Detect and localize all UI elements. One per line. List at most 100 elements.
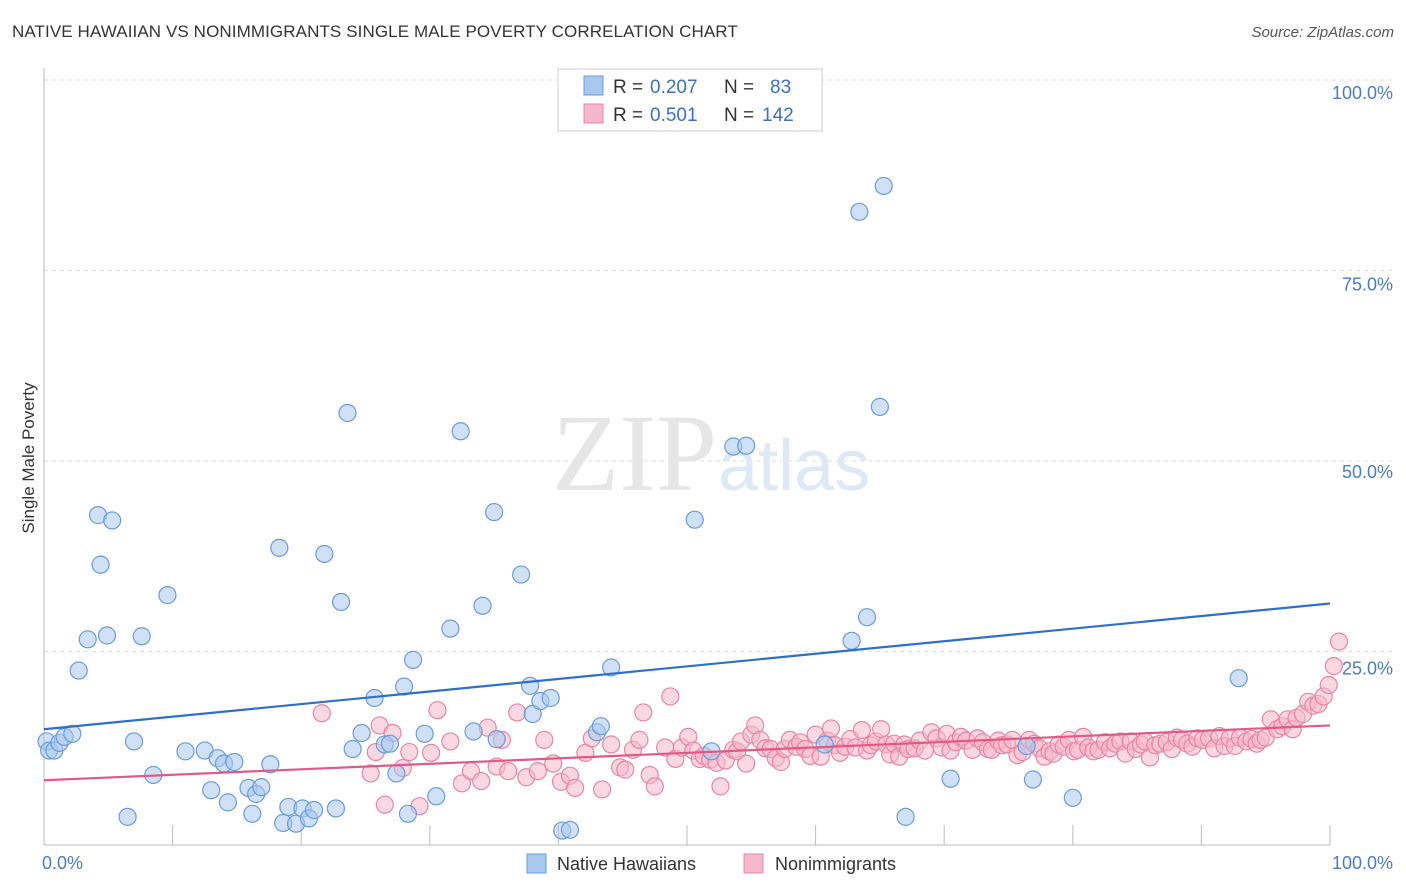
legend-swatch-pink — [583, 103, 604, 124]
nonimmigrants-point — [400, 742, 419, 762]
y-tick-label: 25.0% — [1342, 659, 1393, 679]
native-hawaiians-point — [252, 778, 271, 797]
nonimmigrants-point — [452, 774, 472, 793]
native-hawaiians-point — [685, 510, 704, 529]
source-credit: Source: ZipAtlas.com — [1251, 24, 1394, 41]
native-hawaiians-point — [331, 592, 351, 612]
nonimmigrants-trend-line — [43, 724, 1331, 782]
native-hawaiians-point — [1017, 736, 1036, 756]
native-hawaiians-point — [270, 538, 289, 557]
nonimmigrants-point — [535, 730, 554, 749]
native-hawaiians-point — [326, 799, 346, 818]
native-hawaiians-point — [338, 403, 357, 423]
native-hawaiians-point — [870, 397, 890, 416]
legend-n-value-2: 142 — [762, 105, 794, 126]
native-hawaiians-point — [737, 436, 756, 455]
nonimmigrants-point — [428, 701, 447, 720]
native-hawaiians-point — [124, 732, 144, 751]
legend-swatch-blue — [583, 75, 604, 96]
native-hawaiians-point — [1229, 669, 1248, 688]
legend-r-label-1: R = — [613, 77, 643, 98]
native-hawaiians-point — [97, 626, 117, 645]
native-hawaiians-point — [69, 661, 88, 680]
y-axis-label: Single Male Poverty — [19, 382, 38, 534]
native-hawaiians-point — [941, 769, 960, 788]
native-hawaiians-point — [874, 176, 893, 196]
native-hawaiians-point — [441, 619, 460, 638]
legend-n-value-1: 83 — [770, 77, 791, 98]
native-hawaiians-point — [591, 717, 610, 736]
native-hawaiians-point — [415, 724, 434, 743]
correlation-legend: R = 0.207 N = 83 R = 0.501 N = 142 — [557, 68, 823, 132]
native-hawaiians-point — [602, 658, 621, 677]
trend-lines — [43, 602, 1331, 782]
chart-title: NATIVE HAWAIIAN VS NONIMMIGRANTS SINGLE … — [12, 22, 738, 41]
nonimmigrants-point — [1329, 632, 1349, 651]
nonimmigrants-point — [375, 795, 394, 814]
native-hawaiians-point — [541, 688, 560, 708]
y-tick-label: 100.0% — [1332, 83, 1393, 103]
native-hawaiians-point — [63, 724, 82, 743]
legend-n-label-1: N = — [724, 77, 754, 98]
watermark-zip: ZIP — [552, 392, 717, 514]
nonimmigrants-point — [872, 720, 891, 739]
nonimmigrants-point — [1324, 656, 1343, 676]
legend-n-label-2: N = — [724, 105, 754, 126]
native-hawaiians-point — [352, 723, 371, 743]
grid-lines — [44, 79, 1392, 652]
native-hawaiians-point — [304, 800, 324, 820]
y-tick-label: 50.0% — [1342, 462, 1393, 482]
x-tick-labels: 0.0% 100.0% — [42, 853, 1393, 873]
y-tick-label: 75.0% — [1342, 275, 1393, 295]
nonimmigrants-point — [634, 703, 653, 722]
y-tick-labels: 25.0% 50.0% 75.0% 100.0% — [1332, 83, 1393, 679]
native-hawaiians-point — [427, 787, 446, 806]
native-hawaiians-point — [380, 734, 400, 753]
nonimmigrants-point — [661, 687, 680, 706]
legend-r-value-2: 0.501 — [650, 105, 698, 126]
native-hawaiians-point — [857, 608, 877, 627]
nonimmigrants-point — [421, 743, 441, 762]
native-hawaiians-point — [1063, 788, 1082, 807]
native-hawaiians-point — [403, 650, 423, 669]
series-swatch-native-hawaiians — [526, 853, 547, 874]
nonimmigrants-point — [508, 703, 527, 722]
native-hawaiians-point — [896, 807, 915, 826]
nonimmigrants-point — [528, 762, 547, 781]
data-points — [37, 176, 1349, 840]
native-hawaiians-point — [261, 755, 280, 774]
nonimmigrants-point — [852, 720, 871, 740]
native-hawaiians-point — [132, 627, 151, 646]
x-tick-label: 100.0% — [1332, 853, 1393, 873]
native-hawaiians-point — [103, 511, 122, 530]
native-hawaiians-trend-line — [43, 602, 1331, 731]
native-hawaiians-point — [512, 565, 531, 584]
nonimmigrants-point — [602, 735, 621, 754]
x-tick-label: 0.0% — [42, 853, 83, 873]
legend-r-value-1: 0.207 — [650, 77, 698, 98]
series-label-native-hawaiians: Native Hawaiians — [557, 854, 696, 874]
native-hawaiians-point — [398, 804, 418, 823]
native-hawaiians-point — [464, 722, 483, 741]
native-hawaiians-point — [225, 752, 244, 772]
native-hawaiians-point — [451, 422, 470, 441]
nonimmigrants-point — [361, 764, 380, 783]
native-hawaiians-point — [91, 555, 110, 574]
native-hawaiians-point — [560, 820, 580, 839]
native-hawaiians-point — [176, 742, 195, 761]
native-hawaiians-point — [387, 764, 406, 783]
native-hawaiians-point — [158, 586, 177, 605]
native-hawaiians-point — [78, 630, 97, 649]
nonimmigrants-point — [441, 732, 460, 751]
native-hawaiians-point — [473, 596, 492, 615]
native-hawaiians-point — [487, 730, 506, 749]
nonimmigrants-point — [312, 704, 331, 723]
native-hawaiians-point — [1023, 770, 1043, 789]
native-hawaiians-point — [202, 781, 221, 800]
native-hawaiians-point — [521, 676, 540, 695]
series-label-nonimmigrants: Nonimmigrants — [775, 854, 896, 874]
native-hawaiians-point — [243, 804, 262, 823]
nonimmigrants-point — [472, 771, 491, 791]
nonimmigrants-point — [737, 754, 756, 773]
